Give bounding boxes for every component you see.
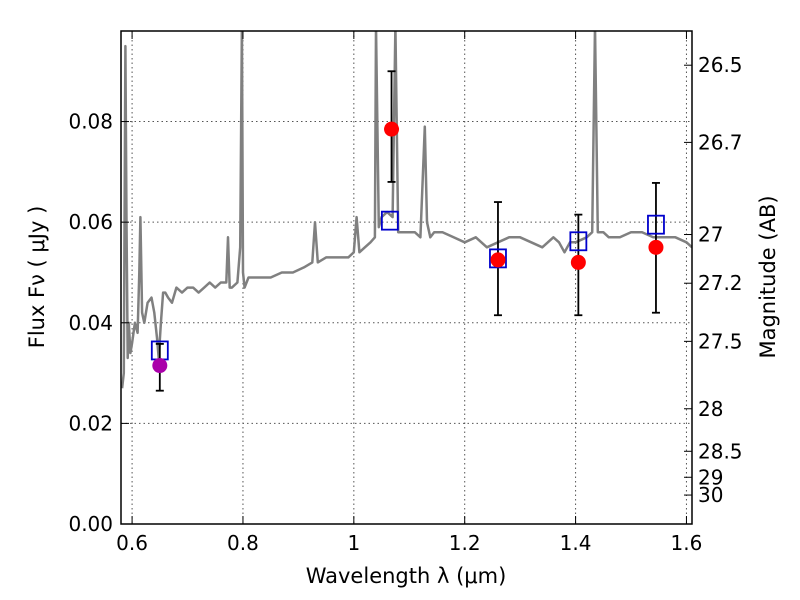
- y2-axis-label: Magnitude (AB): [756, 195, 780, 358]
- y2-tick-label: 29: [698, 465, 723, 489]
- y2-tick-label: 26.7: [698, 130, 743, 154]
- model-box-marker: [569, 231, 588, 252]
- detection-marker: [490, 252, 506, 268]
- y2-tick-label: 27: [698, 223, 723, 247]
- y2-tick-label: 27.5: [698, 329, 743, 353]
- detection-marker: [570, 254, 586, 270]
- y2-tick-label: 30: [698, 483, 723, 507]
- y-tick-label: 0.00: [68, 512, 113, 536]
- y2-tick-label: 26.5: [698, 53, 743, 77]
- x-tick-label: 1: [347, 531, 360, 555]
- detection-marker: [384, 121, 400, 137]
- y-tick-label: 0.08: [68, 110, 113, 134]
- plot-frame: [120, 30, 693, 525]
- optical-marker: [152, 358, 168, 374]
- x-tick-label: 1.6: [671, 531, 703, 555]
- detection-marker: [648, 239, 664, 255]
- x-tick-label: 1.2: [449, 531, 481, 555]
- y-axis-label: Flux Fν ( μJy ): [25, 206, 49, 349]
- y2-tick-label: 27.2: [698, 271, 743, 295]
- x-tick-label: 0.6: [116, 531, 148, 555]
- y2-tick-label: 28: [698, 397, 723, 421]
- axis-ticks: 0.6 0.8 1 1.2 1.4 1.6 0.00 0.02 0.04 0.06 0.08 26.5…: [68, 31, 743, 555]
- x-tick-label: 1.4: [560, 531, 592, 555]
- x-tick-label: 0.8: [227, 531, 259, 555]
- y-tick-label: 0.04: [68, 311, 113, 335]
- plot-data: [121, 31, 692, 392]
- model-box-marker: [647, 214, 665, 235]
- y2-tick-label: 28.5: [698, 439, 743, 463]
- plot-area: [121, 31, 692, 524]
- y-tick-label: 0.02: [68, 411, 113, 435]
- y-tick-label: 0.06: [68, 210, 113, 234]
- model-box-marker: [380, 210, 399, 231]
- x-axis-label: Wavelength λ (μm): [306, 564, 507, 588]
